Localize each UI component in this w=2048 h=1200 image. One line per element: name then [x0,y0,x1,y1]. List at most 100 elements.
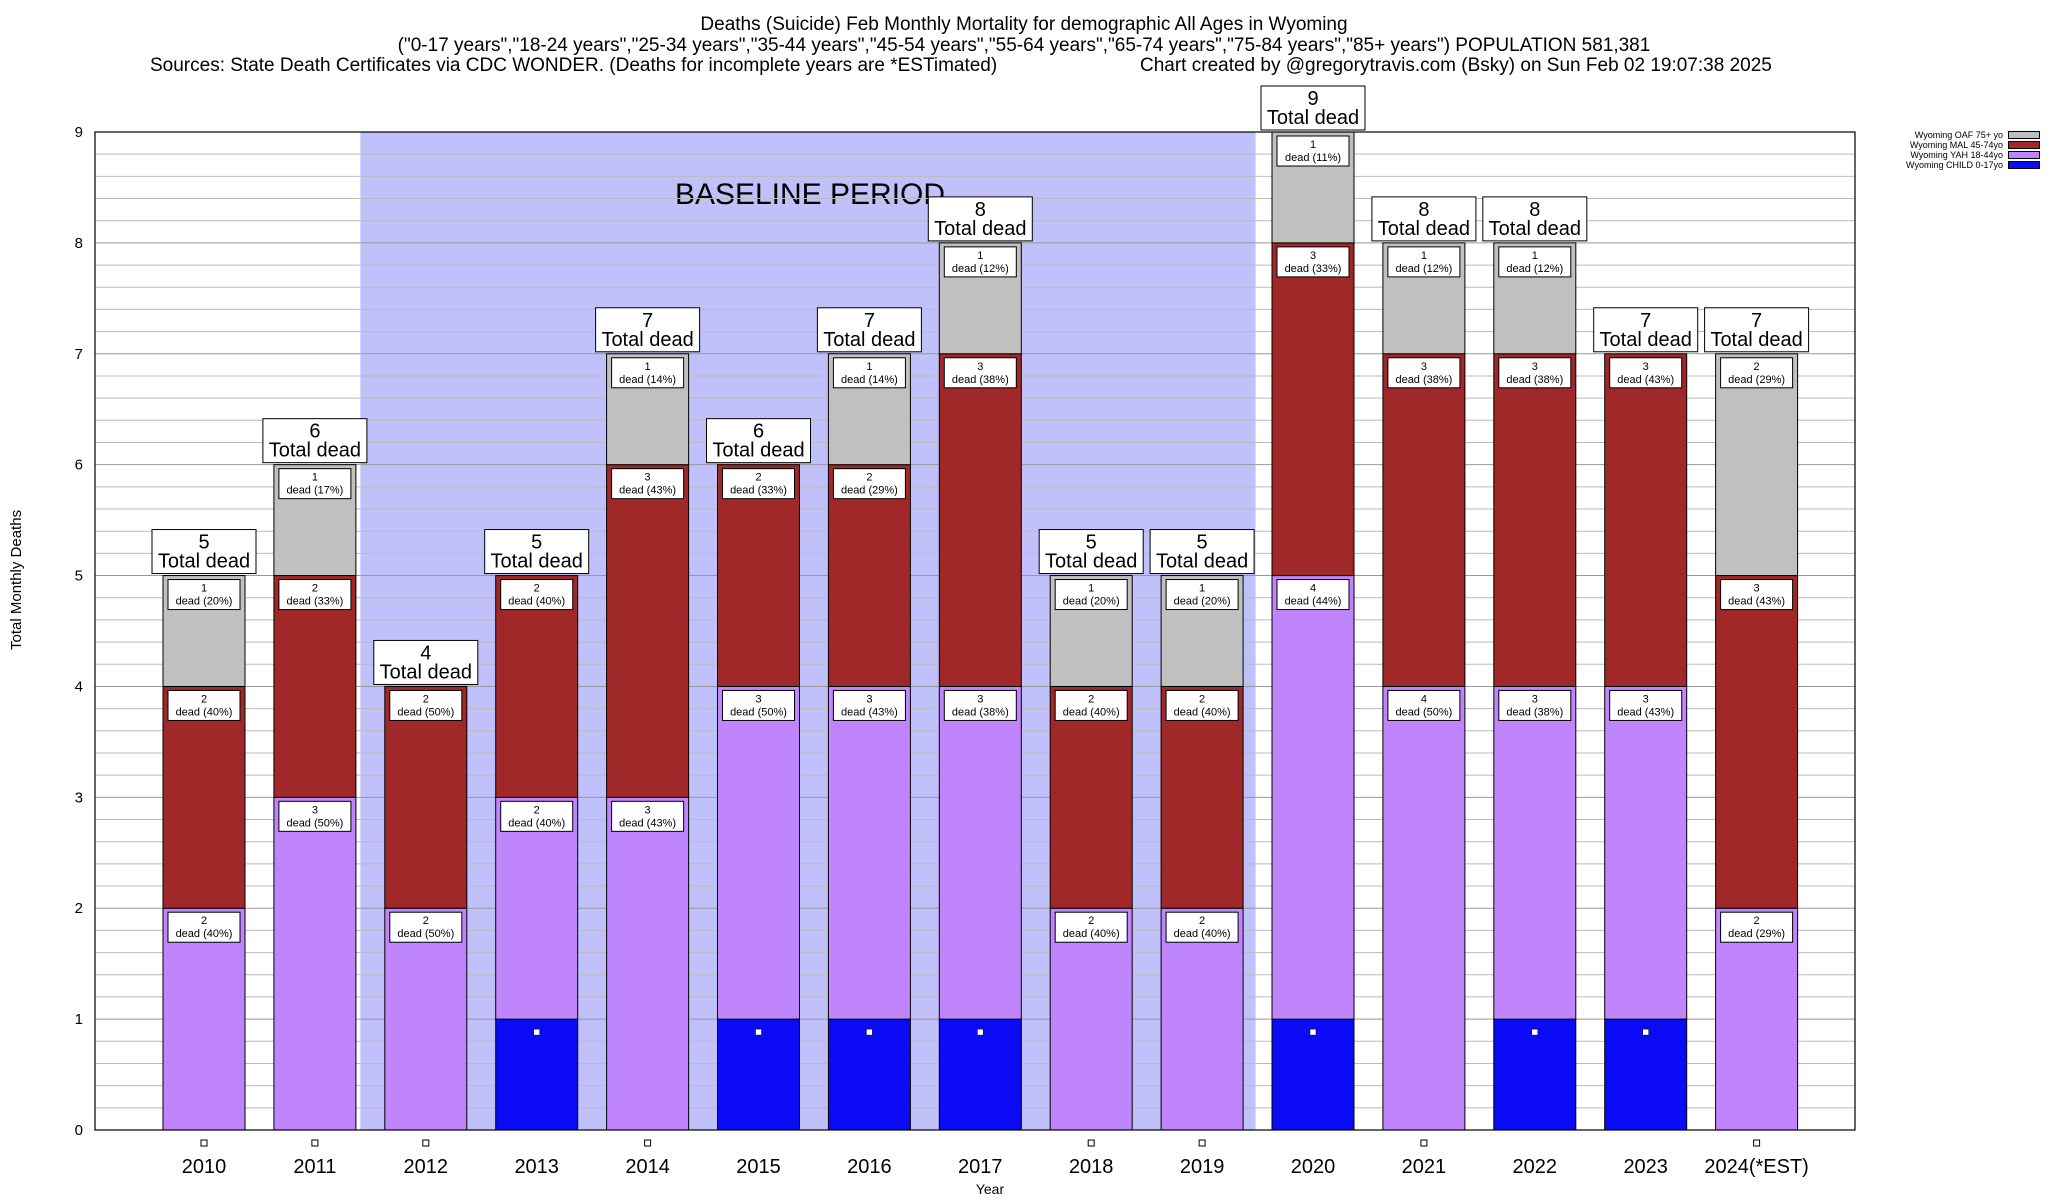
bar-segment-mal [1382,353,1466,687]
legend-label: Wyoming CHILD 0-17yo [1906,160,2003,170]
segment-label-box [1054,911,1128,943]
zero-child-marker [200,1139,208,1147]
bar-segment-mal [827,464,911,687]
segment-label-box [278,800,352,832]
segment-count-label: 3 [1310,250,1316,262]
segment-percent-label: dead (38%) [952,374,1009,386]
segment-count-label: 3 [1643,693,1649,705]
total-box [262,418,368,464]
bar-segment-yah [1049,907,1133,1131]
segment-label-box [500,579,574,611]
total-value: 5 [1197,532,1208,554]
legend-item-mal: Wyoming MAL 45-74yo [1830,140,2040,150]
segment-label-box [1165,579,1239,611]
chart-title: Deaths (Suicide) Feb Monthly Mortality f… [700,14,1348,35]
segment-label-box [1165,689,1239,721]
total-label: Total dead [380,661,472,683]
total-box [1260,85,1366,131]
segment-percent-label: dead (11%) [1285,152,1341,164]
y-tick-label: 0 [75,1122,83,1139]
x-tick-label: 2024(*EST) [1704,1156,1809,1178]
segment-count-label: 2 [534,583,540,595]
segment-percent-label: dead (29%) [1728,374,1785,386]
segment-percent-label: dead (33%) [1285,263,1342,275]
segment-percent-label: dead (38%) [952,706,1009,718]
total-value: 6 [309,421,320,443]
legend: Wyoming OAF 75+ yo Wyoming MAL 45-74yo Wyo… [1830,130,2040,170]
child-marker [977,1028,984,1036]
segment-count-label: 1 [1310,139,1316,151]
total-label: Total dead [269,440,361,462]
segment-percent-label: dead (20%) [176,596,233,608]
segment-percent-label: dead (12%) [1506,263,1563,275]
segment-label-box [1609,357,1683,389]
segment-percent-label: dead (17%) [286,485,343,497]
child-marker [1642,1028,1649,1036]
segment-count-label: 3 [312,804,318,816]
segment-label-box [943,246,1017,278]
bar-segment-yah [1160,907,1244,1131]
x-tick-label: 2018 [1069,1156,1114,1178]
bar-segment-mal [938,353,1022,687]
x-axis-label: Year [976,1181,1005,1197]
x-tick-label: 2014 [625,1156,670,1178]
bar-segment-yah [162,907,246,1131]
total-label: Total dead [1600,329,1692,351]
bar-segment-child [495,1018,579,1131]
segment-percent-label: dead (40%) [1174,706,1231,718]
total-label: Total dead [934,218,1026,240]
total-box [1482,196,1588,242]
bar-segment-yah [606,796,690,1131]
bar-segment-mal [1715,575,1799,909]
credit-text: Chart created by @gregorytravis.com (Bsk… [1140,55,1772,76]
bar-segment-yah [1715,907,1799,1131]
x-tick-label: 2017 [958,1156,1003,1178]
bar-segment-mal [1160,685,1244,909]
segment-percent-label: dead (14%) [841,374,898,386]
total-value: 9 [1307,88,1318,110]
y-tick-label: 9 [75,124,83,141]
segment-percent-label: dead (50%) [286,817,343,829]
child-marker [755,1028,762,1036]
total-label: Total dead [1378,218,1470,240]
segment-count-label: 3 [1754,583,1760,595]
segment-label-box [1165,911,1239,943]
segment-percent-label: dead (40%) [1063,706,1120,718]
segment-percent-label: dead (43%) [1617,706,1674,718]
total-box [1149,529,1255,575]
bar-segment-child [1604,1018,1688,1131]
bar-segment-yah [273,796,357,1131]
y-tick-label: 3 [75,789,83,806]
segment-percent-label: dead (40%) [1174,928,1231,940]
segment-label-box [832,689,906,721]
total-box [706,418,811,464]
total-box [373,639,479,685]
segment-label-box [1498,689,1572,721]
legend-item-yah: Wyoming YAH 18-44yo [1830,150,2040,160]
total-label: Total dead [823,329,915,351]
legend-label: Wyoming MAL 45-74yo [1909,140,2003,150]
segment-percent-label: dead (20%) [1174,596,1231,608]
total-value: 4 [420,642,431,664]
total-label: Total dead [1156,551,1248,573]
segment-count-label: 1 [866,361,872,373]
bar-segment-yah [1493,685,1577,1020]
segment-label-box [611,357,685,389]
segment-percent-label: dead (44%) [1285,596,1342,608]
segment-count-label: 3 [977,693,983,705]
segment-label-box [1720,579,1794,611]
zero-child-marker [1753,1139,1761,1147]
x-tick-label: 2023 [1623,1156,1668,1178]
segment-percent-label: dead (12%) [952,263,1009,275]
segment-count-label: 2 [1754,361,1760,373]
sources-text: Sources: State Death Certificates via CD… [150,55,998,76]
bar-segment-mal [273,575,357,798]
child-marker [1309,1028,1317,1036]
segment-count-label: 1 [645,361,651,373]
segment-count-label: 1 [1421,250,1427,262]
y-tick-label: 6 [75,457,83,474]
bar-segment-child [717,1018,800,1131]
segment-label-box [611,468,685,500]
y-tick-label: 7 [75,346,83,363]
